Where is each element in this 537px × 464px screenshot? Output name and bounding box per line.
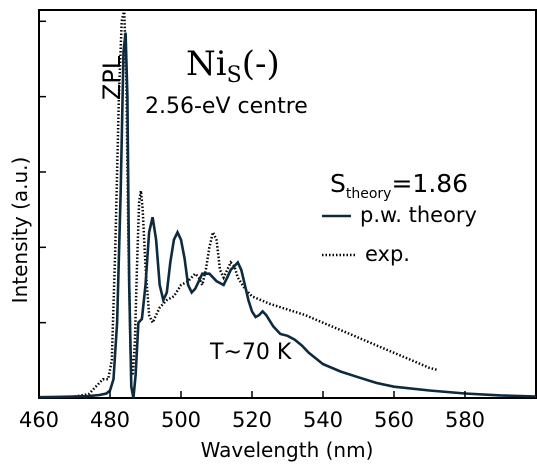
legend-label-exp: exp. [365,242,410,266]
x-tick-label: 520 [232,408,272,432]
s-theory-label: Stheory=1.86 [330,169,468,202]
y-ticks [39,20,46,324]
chart-title: NiS(-) [186,44,280,88]
x-tick-label: 560 [374,408,414,432]
s-sub: theory [346,186,392,202]
y-axis-label: Intensity (a.u.) [8,157,32,304]
temperature-label: T~70 K [209,340,292,365]
x-axis-label: Wavelength (nm) [201,438,374,462]
x-tick-label: 460 [19,408,59,432]
title-sub: S [227,63,242,88]
legend-label-theory: p.w. theory [360,203,477,227]
x-tick-label: 580 [445,408,485,432]
plot-frame [38,9,537,399]
zpl-label: ZPL [98,55,126,100]
s-main: S [330,169,346,198]
x-tick-label: 500 [161,408,201,432]
title-suffix: (-) [242,44,280,84]
series-line-theory [38,32,537,399]
x-tick-label: 480 [90,408,130,432]
chart-subtitle: 2.56-eV centre [145,94,308,119]
s-suffix: =1.86 [391,169,468,198]
x-ticks: 460 480 500 520 540 560 580 [19,391,485,432]
x-tick-label: 540 [303,408,343,432]
title-main: Ni [186,44,227,84]
